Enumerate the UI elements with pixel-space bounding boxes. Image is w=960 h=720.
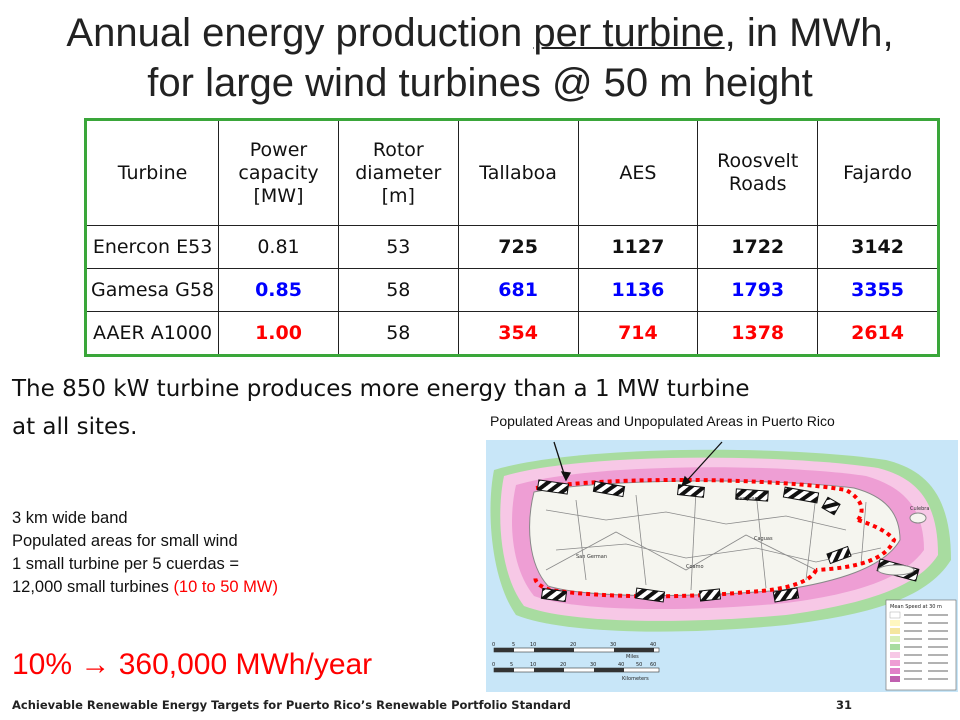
small-wind-summary: 3 km wide band Populated areas for small… — [12, 507, 278, 599]
cell-power: 1.00 — [218, 311, 339, 356]
header-aes: AES — [577, 119, 699, 226]
svg-text:5: 5 — [512, 642, 515, 648]
cell-rotor: 58 — [337, 268, 459, 312]
cell-fajardo: 3355 — [817, 268, 939, 312]
note-line-2: at all sites. — [12, 414, 138, 440]
svg-text:Miles: Miles — [626, 654, 639, 660]
label-culebra: Culebra — [910, 506, 929, 512]
header-fajardo: Fajardo — [817, 119, 939, 226]
cell-aes: 1127 — [577, 225, 699, 269]
small-wind-line-1: 3 km wide band — [12, 509, 128, 527]
label-san-juan: San Juan — [736, 496, 758, 502]
caption-arrows — [553, 441, 723, 488]
svg-text:40: 40 — [618, 662, 624, 668]
svg-text:10: 10 — [530, 662, 536, 668]
svg-text:Mean Speed at 30 m: Mean Speed at 30 m — [890, 604, 942, 610]
svg-text:30: 30 — [610, 642, 616, 648]
small-wind-line-4: 12,000 small turbines (10 to 50 MW) — [12, 578, 278, 596]
cell-rotor: 58 — [337, 311, 459, 356]
svg-text:50: 50 — [636, 662, 642, 668]
cell-fajardo: 3142 — [817, 225, 939, 269]
cell-roosvelt: 1378 — [697, 311, 819, 356]
cell-tallaboa: 681 — [457, 268, 579, 312]
header-power-capacity: Power capacity [MW] — [218, 119, 339, 226]
header-roosvelt-roads: Roosvelt Roads — [697, 119, 819, 226]
svg-text:20: 20 — [560, 662, 566, 668]
label-coamo: Coamo — [686, 564, 704, 570]
table-header-row: Turbine Power capacity [MW] Rotor diamet… — [84, 119, 939, 226]
slide-footer: Achievable Renewable Energy Targets for … — [12, 698, 571, 712]
slide-title: Annual energy production per turbine, in… — [0, 8, 960, 108]
road-network — [545, 489, 882, 591]
small-wind-line-2: Populated areas for small wind — [12, 532, 238, 550]
table-row: Gamesa G58 0.85 58 681 1136 1793 3355 — [84, 268, 939, 312]
header-turbine: Turbine — [84, 119, 220, 226]
label-caguas: Caguas — [754, 536, 773, 542]
energy-potential-stat: 10% → 360,000 MWh/year — [12, 648, 373, 681]
svg-text:5: 5 — [510, 662, 513, 668]
cell-power: 0.81 — [218, 225, 339, 269]
cell-tallaboa: 354 — [457, 311, 579, 356]
comparison-note: The 850 kW turbine produces more energy … — [12, 370, 942, 446]
page-number: 31 — [836, 698, 853, 712]
cell-fajardo: 2614 — [817, 311, 939, 356]
cell-turbine: Gamesa G58 — [84, 268, 220, 312]
title-line-2: for large wind turbines @ 50 m height — [147, 61, 813, 105]
cell-power: 0.85 — [218, 268, 339, 312]
svg-text:30: 30 — [590, 662, 596, 668]
cell-turbine: AAER A1000 — [84, 311, 220, 356]
map-scale-bar: 0 5 10 20 30 40 Miles 0 5 10 20 30 40 50… — [492, 642, 660, 682]
table-row: Enercon E53 0.81 53 725 1127 1722 3142 — [84, 225, 939, 269]
cell-rotor: 53 — [337, 225, 459, 269]
svg-text:0: 0 — [492, 642, 495, 648]
cell-roosvelt: 1722 — [697, 225, 819, 269]
cell-aes: 1136 — [577, 268, 699, 312]
svg-text:40: 40 — [650, 642, 656, 648]
unpopulated-segments — [536, 479, 920, 603]
map-caption: Populated Areas and Unpopulated Areas in… — [490, 413, 835, 429]
title-underlined-phrase: per turbine — [533, 11, 725, 55]
label-san-german: San German — [576, 554, 607, 560]
header-rotor-diameter: Rotor diameter [m] — [337, 119, 459, 226]
small-wind-range: (10 to 50 MW) — [173, 578, 278, 596]
svg-text:10: 10 — [530, 642, 536, 648]
cell-roosvelt: 1793 — [697, 268, 819, 312]
puerto-rico-wind-map: San Juan Culebra Caguas Coamo San German… — [486, 440, 958, 692]
title-line-1: Annual energy production per turbine, in… — [66, 11, 894, 55]
svg-text:60: 60 — [650, 662, 656, 668]
table-row: AAER A1000 1.00 58 354 714 1378 2614 — [84, 311, 939, 356]
energy-production-table: Turbine Power capacity [MW] Rotor diamet… — [84, 118, 940, 357]
cell-turbine: Enercon E53 — [84, 225, 220, 269]
note-line-1: The 850 kW turbine produces more energy … — [12, 376, 750, 402]
svg-text:20: 20 — [570, 642, 576, 648]
wind-speed-legend: Mean Speed at 30 m — [885, 599, 957, 691]
svg-text:0: 0 — [492, 662, 495, 668]
culebra-island — [909, 512, 927, 524]
header-tallaboa: Tallaboa — [457, 119, 579, 226]
small-wind-line-3: 1 small turbine per 5 cuerdas = — [12, 555, 239, 573]
cell-aes: 714 — [577, 311, 699, 356]
svg-text:Kilometers: Kilometers — [622, 676, 649, 682]
vieques-island — [877, 564, 915, 576]
cell-tallaboa: 725 — [457, 225, 579, 269]
